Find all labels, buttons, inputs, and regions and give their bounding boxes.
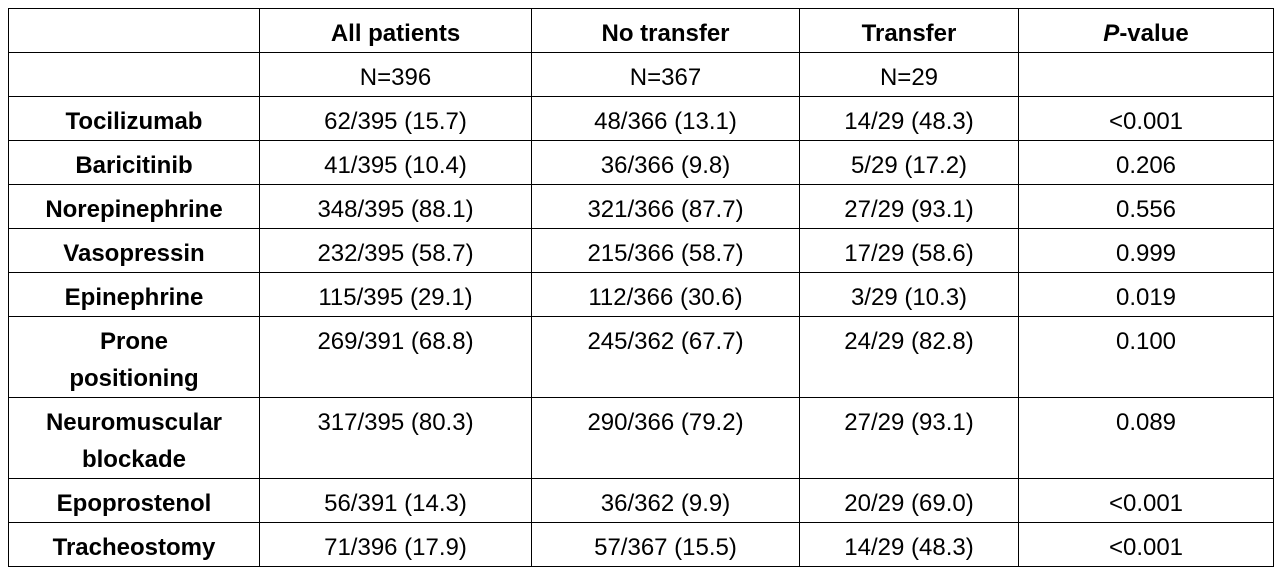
data-cell: 0.019 [1018, 272, 1274, 317]
data-cell: 112/366 (30.6) [531, 272, 800, 317]
header-row: All patients No transfer Transfer P-value [8, 8, 1274, 53]
data-table: All patients No transfer Transfer P-value N=… [8, 8, 1274, 567]
row-label: Epinephrine [8, 272, 260, 317]
table-body: All patients No transfer Transfer P-value N=… [8, 8, 1274, 567]
data-cell: 41/395 (10.4) [259, 140, 532, 185]
data-cell: 20/29 (69.0) [799, 478, 1019, 523]
empty-cell [1018, 52, 1274, 97]
data-cell: 36/362 (9.9) [531, 478, 800, 523]
data-row: Baricitinib 41/395 (10.4) 36/366 (9.8) 5/29… [8, 140, 1274, 185]
data-cell: 62/395 (15.7) [259, 96, 532, 141]
row-label: Epoprostenol [8, 478, 260, 523]
row-label: Tracheostomy [8, 522, 260, 567]
data-cell: 5/29 (17.2) [799, 140, 1019, 185]
data-cell: 115/395 (29.1) [259, 272, 532, 317]
data-cell: <0.001 [1018, 522, 1274, 567]
data-row: Norepinephrine 348/395 (88.1) 321/366 (87.… [8, 184, 1274, 229]
data-cell: <0.001 [1018, 478, 1274, 523]
data-cell: 17/29 (58.6) [799, 228, 1019, 273]
data-cell: 3/29 (10.3) [799, 272, 1019, 317]
row-label: Norepinephrine [8, 184, 260, 229]
data-cell: 57/367 (15.5) [531, 522, 800, 567]
data-cell: 0.089 [1018, 397, 1274, 479]
data-cell: 0.999 [1018, 228, 1274, 273]
data-cell: 245/362 (67.7) [531, 316, 800, 398]
header-cell: All patients [259, 8, 532, 53]
data-cell: 71/396 (17.9) [259, 522, 532, 567]
count-cell: N=396 [259, 52, 532, 97]
row-label: Vasopressin [8, 228, 260, 273]
data-cell: 56/391 (14.3) [259, 478, 532, 523]
data-cell: 0.556 [1018, 184, 1274, 229]
data-cell: 27/29 (93.1) [799, 397, 1019, 479]
data-row: Tocilizumab 62/395 (15.7) 48/366 (13.1) 14/… [8, 96, 1274, 141]
data-cell: 321/366 (87.7) [531, 184, 800, 229]
data-cell: 232/395 (58.7) [259, 228, 532, 273]
data-row: Vasopressin 232/395 (58.7) 215/366 (58.7) 1… [8, 228, 1274, 273]
header-cell: No transfer [531, 8, 800, 53]
data-cell: 269/391 (68.8) [259, 316, 532, 398]
row-label: Prone positioning [8, 316, 260, 398]
header-text: -value [1119, 20, 1189, 47]
empty-cell [8, 52, 260, 97]
data-cell: 317/395 (80.3) [259, 397, 532, 479]
data-row: Epinephrine 115/395 (29.1) 112/366 (30.6) 3… [8, 272, 1274, 317]
data-cell: 0.206 [1018, 140, 1274, 185]
header-italic: P [1103, 20, 1120, 47]
data-cell: 48/366 (13.1) [531, 96, 800, 141]
header-cell [8, 8, 260, 53]
header-cell: Transfer [799, 8, 1019, 53]
data-cell: 0.100 [1018, 316, 1274, 398]
data-cell: 24/29 (82.8) [799, 316, 1019, 398]
data-cell: 14/29 (48.3) [799, 522, 1019, 567]
header-cell: P-value [1018, 8, 1274, 53]
data-cell: <0.001 [1018, 96, 1274, 141]
data-row: Epoprostenol 56/391 (14.3) 36/362 (9.9) 20/… [8, 478, 1274, 523]
data-row: Neuromuscular blockade 317/395 (80.3) 290/… [8, 397, 1274, 479]
data-row: Prone positioning 269/391 (68.8) 245/362 (… [8, 316, 1274, 398]
data-cell: 14/29 (48.3) [799, 96, 1019, 141]
data-cell: 215/366 (58.7) [531, 228, 800, 273]
count-row: N=396 N=367 N=29 [8, 52, 1274, 97]
count-cell: N=367 [531, 52, 800, 97]
data-cell: 290/366 (79.2) [531, 397, 800, 479]
row-label: Tocilizumab [8, 96, 260, 141]
data-cell: 348/395 (88.1) [259, 184, 532, 229]
row-label: Baricitinib [8, 140, 260, 185]
data-row: Tracheostomy 71/396 (17.9) 57/367 (15.5) 14… [8, 522, 1274, 567]
row-label: Neuromuscular blockade [8, 397, 260, 479]
data-cell: 27/29 (93.1) [799, 184, 1019, 229]
data-cell: 36/366 (9.8) [531, 140, 800, 185]
count-cell: N=29 [799, 52, 1019, 97]
